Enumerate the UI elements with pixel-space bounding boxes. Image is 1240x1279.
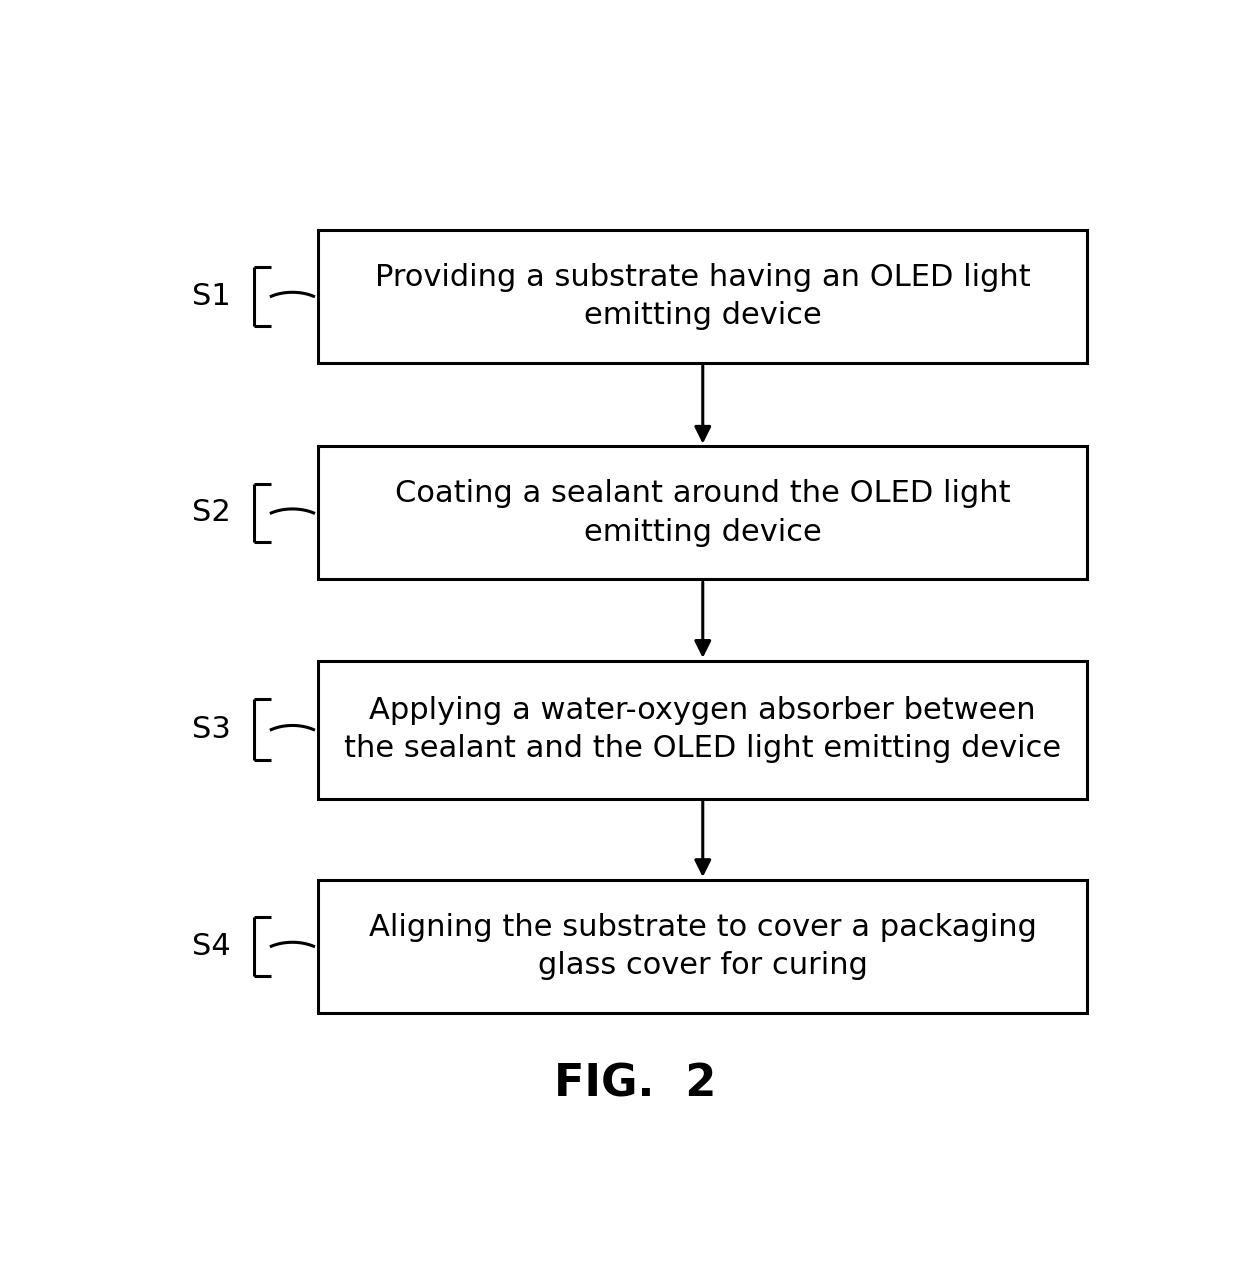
Text: Coating a sealant around the OLED light
emitting device: Coating a sealant around the OLED light … xyxy=(396,480,1011,546)
Bar xyxy=(319,446,1087,579)
Bar xyxy=(319,230,1087,363)
Text: Aligning the substrate to cover a packaging
glass cover for curing: Aligning the substrate to cover a packag… xyxy=(368,913,1037,980)
Bar xyxy=(319,880,1087,1013)
Bar xyxy=(319,661,1087,798)
Text: S2: S2 xyxy=(191,499,231,527)
Text: S1: S1 xyxy=(191,281,231,311)
Text: S4: S4 xyxy=(191,932,231,961)
Text: FIG.  2: FIG. 2 xyxy=(554,1063,717,1105)
Text: S3: S3 xyxy=(191,715,231,744)
Text: Applying a water-oxygen absorber between
the sealant and the OLED light emitting: Applying a water-oxygen absorber between… xyxy=(345,696,1061,764)
Text: Providing a substrate having an OLED light
emitting device: Providing a substrate having an OLED lig… xyxy=(374,262,1030,330)
